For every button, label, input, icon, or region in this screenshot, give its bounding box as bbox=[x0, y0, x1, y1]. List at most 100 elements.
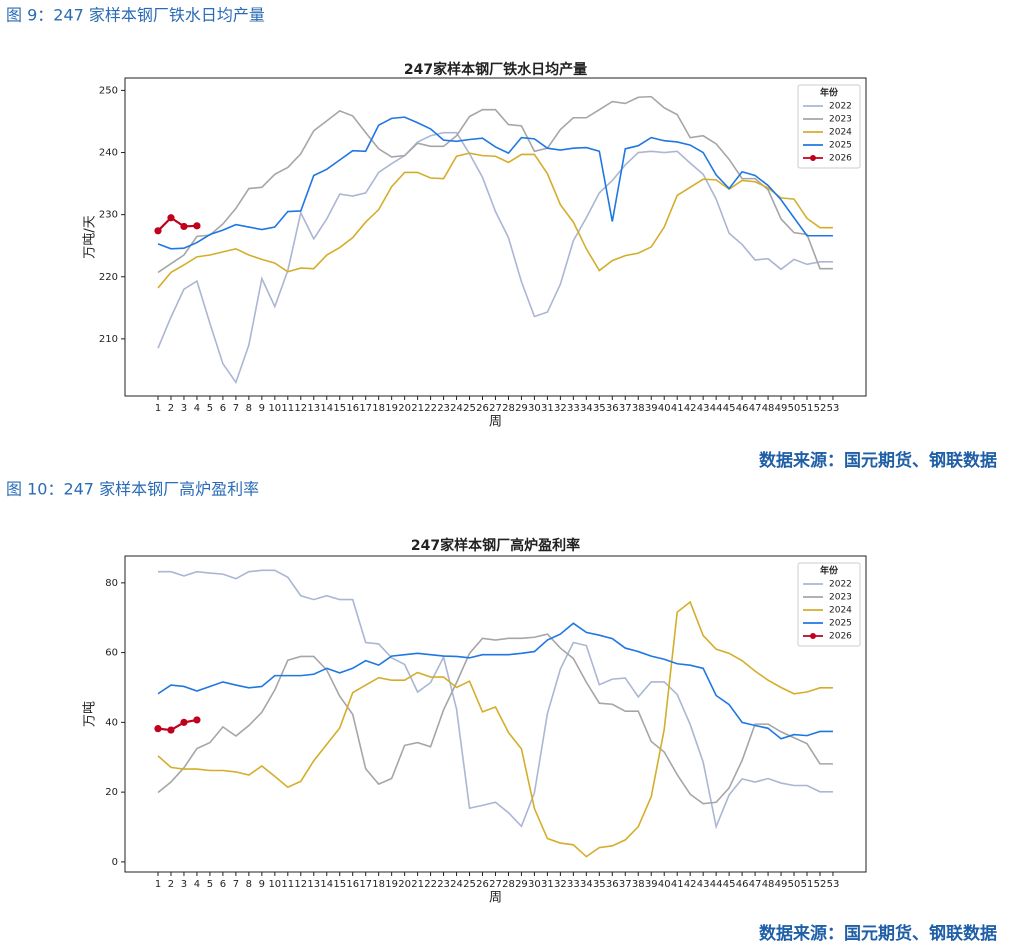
series-line bbox=[157, 633, 833, 805]
x-tick-label: 21 bbox=[411, 879, 424, 890]
x-tick-label: 7 bbox=[233, 879, 239, 890]
x-tick-label: 13 bbox=[307, 879, 320, 890]
x-tick-label: 53 bbox=[827, 403, 840, 414]
x-tick-label: 16 bbox=[346, 879, 359, 890]
x-tick-label: 31 bbox=[541, 403, 554, 414]
x-tick-label: 35 bbox=[593, 403, 606, 414]
x-tick-label: 39 bbox=[645, 879, 658, 890]
y-tick-label: 80 bbox=[105, 578, 118, 589]
x-tick-label: 11 bbox=[281, 403, 294, 414]
y-tick-label: 40 bbox=[105, 717, 118, 728]
x-tick-label: 32 bbox=[554, 403, 567, 414]
y-tick-label: 20 bbox=[105, 787, 118, 798]
x-tick-label: 19 bbox=[385, 879, 398, 890]
x-tick-label: 42 bbox=[684, 403, 697, 414]
series-line bbox=[157, 152, 833, 289]
x-tick-label: 29 bbox=[515, 879, 528, 890]
plot-frame bbox=[124, 555, 867, 873]
data-point bbox=[154, 725, 162, 733]
x-tick-label: 40 bbox=[658, 879, 671, 890]
x-tick-label: 46 bbox=[736, 403, 749, 414]
y-tick-label: 0 bbox=[112, 857, 118, 868]
x-axis-label: 周 bbox=[489, 415, 502, 430]
data-point bbox=[193, 716, 201, 724]
x-tick-label: 31 bbox=[541, 879, 554, 890]
x-tick-label: 49 bbox=[775, 403, 788, 414]
legend-label: 2025 bbox=[829, 619, 852, 629]
data-point bbox=[167, 726, 175, 734]
x-tick-label: 47 bbox=[749, 879, 762, 890]
x-tick-label: 48 bbox=[762, 403, 775, 414]
x-tick-label: 16 bbox=[346, 403, 359, 414]
series-line bbox=[157, 622, 833, 740]
series-line bbox=[157, 600, 833, 858]
x-tick-label: 1 bbox=[155, 879, 161, 890]
x-tick-label: 38 bbox=[632, 403, 645, 414]
x-tick-label: 8 bbox=[246, 403, 252, 414]
x-tick-label: 51 bbox=[801, 879, 814, 890]
x-tick-label: 19 bbox=[385, 403, 398, 414]
x-tick-label: 40 bbox=[658, 403, 671, 414]
plot-frame bbox=[124, 77, 867, 397]
legend-label: 2024 bbox=[829, 128, 852, 138]
legend-label: 2025 bbox=[829, 141, 852, 151]
legend-label: 2023 bbox=[829, 593, 852, 603]
x-tick-label: 11 bbox=[281, 879, 294, 890]
x-tick-label: 34 bbox=[580, 403, 593, 414]
x-tick-label: 27 bbox=[489, 879, 502, 890]
data-point bbox=[154, 227, 162, 235]
x-tick-label: 24 bbox=[450, 879, 463, 890]
x-tick-label: 10 bbox=[268, 403, 281, 414]
x-tick-label: 52 bbox=[814, 403, 827, 414]
x-tick-label: 36 bbox=[606, 403, 619, 414]
x-tick-label: 22 bbox=[424, 403, 437, 414]
x-tick-label: 4 bbox=[194, 879, 200, 890]
x-tick-label: 37 bbox=[619, 879, 632, 890]
y-tick-label: 60 bbox=[105, 648, 118, 659]
x-tick-label: 6 bbox=[220, 879, 226, 890]
figure-caption: 图 10：247 家样本钢厂高炉盈利率 bbox=[6, 480, 259, 499]
data-point bbox=[167, 214, 175, 222]
y-tick-label: 210 bbox=[99, 334, 118, 345]
legend-marker bbox=[810, 633, 816, 639]
x-tick-label: 41 bbox=[671, 403, 684, 414]
x-tick-label: 23 bbox=[437, 403, 450, 414]
x-tick-label: 36 bbox=[606, 879, 619, 890]
y-tick-label: 230 bbox=[99, 210, 118, 221]
legend-label: 2026 bbox=[829, 632, 852, 642]
x-tick-label: 18 bbox=[372, 879, 385, 890]
legend-title: 年份 bbox=[820, 87, 839, 99]
x-tick-label: 52 bbox=[814, 879, 827, 890]
x-tick-label: 44 bbox=[710, 879, 723, 890]
x-tick-label: 9 bbox=[259, 403, 265, 414]
x-tick-label: 45 bbox=[723, 403, 736, 414]
series-line bbox=[158, 569, 833, 830]
x-tick-label: 3 bbox=[181, 403, 187, 414]
chart-title: 247家样本钢厂铁水日均产量 bbox=[404, 61, 587, 78]
legend-label: 2023 bbox=[829, 115, 852, 125]
x-tick-label: 14 bbox=[320, 403, 333, 414]
x-tick-label: 48 bbox=[762, 879, 775, 890]
x-tick-label: 20 bbox=[398, 879, 411, 890]
legend-label: 2022 bbox=[829, 102, 852, 112]
x-tick-label: 18 bbox=[372, 403, 385, 414]
x-tick-label: 53 bbox=[827, 879, 840, 890]
legend-label: 2022 bbox=[829, 580, 852, 590]
chart-title: 247家样本钢厂高炉盈利率 bbox=[411, 537, 580, 554]
x-tick-label: 14 bbox=[320, 879, 333, 890]
x-tick-label: 43 bbox=[697, 403, 710, 414]
y-tick-label: 250 bbox=[99, 85, 118, 96]
x-tick-label: 30 bbox=[528, 403, 541, 414]
x-tick-label: 8 bbox=[246, 879, 252, 890]
series-line bbox=[157, 216, 197, 232]
data-point bbox=[193, 222, 201, 230]
x-tick-label: 15 bbox=[333, 879, 346, 890]
x-tick-label: 32 bbox=[554, 879, 567, 890]
x-tick-label: 21 bbox=[411, 403, 424, 414]
x-tick-label: 5 bbox=[207, 879, 213, 890]
legend-label: 2026 bbox=[829, 154, 852, 164]
y-tick-label: 240 bbox=[99, 148, 118, 159]
x-tick-label: 28 bbox=[502, 403, 515, 414]
x-tick-label: 41 bbox=[671, 879, 684, 890]
source-note: 数据来源：国元期货、钢联数据 bbox=[759, 923, 997, 944]
